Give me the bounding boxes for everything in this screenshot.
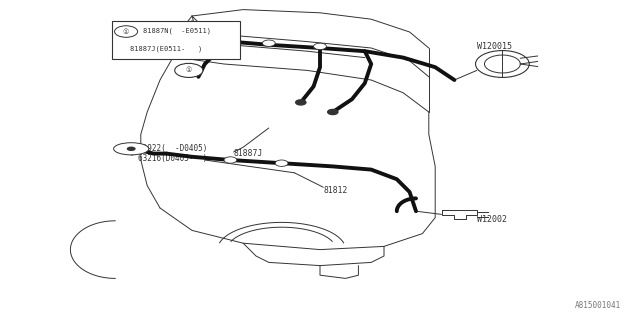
Circle shape	[314, 43, 326, 50]
Bar	[112, 21, 240, 59]
Circle shape	[224, 157, 237, 163]
Circle shape	[127, 147, 136, 151]
Text: 81887N(  -E0511): 81887N( -E0511)	[143, 28, 211, 35]
Circle shape	[296, 100, 306, 105]
Text: 81812: 81812	[323, 186, 348, 195]
Circle shape	[224, 38, 237, 45]
Polygon shape	[442, 210, 477, 219]
Text: ①: ①	[186, 68, 192, 73]
Text: ①: ①	[123, 28, 129, 35]
Ellipse shape	[114, 143, 148, 155]
Circle shape	[186, 24, 198, 30]
Text: W12002: W12002	[477, 215, 507, 224]
Circle shape	[262, 40, 275, 46]
Circle shape	[275, 160, 288, 166]
Text: A815001041: A815001041	[575, 301, 621, 310]
Text: 81887J(E0511-   ): 81887J(E0511- )	[130, 45, 202, 52]
Circle shape	[484, 55, 520, 73]
Text: 63216(D0405-  ): 63216(D0405- )	[138, 154, 207, 163]
Circle shape	[476, 51, 529, 77]
Circle shape	[328, 109, 338, 115]
Text: 81887J: 81887J	[234, 149, 263, 158]
Text: 81922(  -D0405): 81922( -D0405)	[138, 144, 207, 153]
Circle shape	[175, 63, 203, 77]
Circle shape	[115, 26, 138, 37]
Text: W120015: W120015	[477, 42, 512, 51]
